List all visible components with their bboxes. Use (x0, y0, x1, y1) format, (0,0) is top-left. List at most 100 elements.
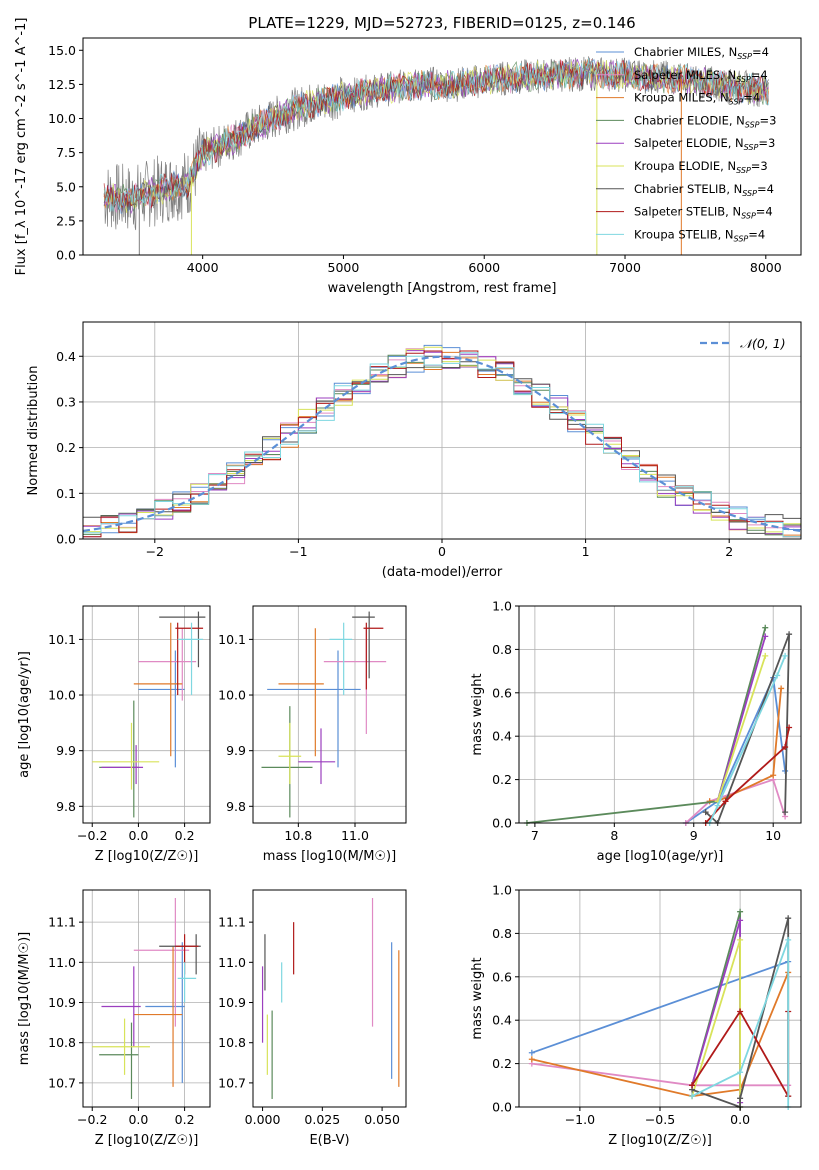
axes-frame (252, 605, 407, 824)
x-tick-label: −0.5 (645, 1112, 675, 1127)
y-tick-label: 10.0 (48, 111, 76, 126)
residuals-panel: −2 −1 0 1 2 0.0 0.1 0.2 0.3 0.4 (data-model)/error… (26, 321, 802, 580)
weight-point-kroupa-stelib (689, 1093, 696, 1100)
weight-point-salpeter-stelib (689, 1082, 696, 1089)
y-tick-label: 0.6 (492, 969, 512, 984)
y-tick-label: 10.1 (48, 632, 76, 647)
y-tick-label: 12.5 (48, 77, 76, 92)
weight-point-salpeter-elodie (737, 917, 744, 924)
weight-line-chabrier-miles (531, 960, 789, 1054)
x-tick-label: 7 (531, 828, 539, 843)
x-tick-label: 2 (725, 544, 733, 559)
x-tick-label: 1 (582, 544, 590, 559)
weight-line-salpeter-stelib (705, 727, 790, 824)
weight-point-kroupa-stelib (737, 1069, 744, 1076)
axes-frame (518, 605, 802, 824)
axes-frame (82, 605, 211, 824)
weight-point-salpeter-elodie (762, 633, 769, 640)
y-tick-label: 9.9 (56, 743, 76, 758)
x-axis-label: Z [log10(Z/Z☉)] (95, 1133, 199, 1148)
weight-point-salpeter-stelib (737, 1008, 744, 1015)
y-tick-label: 1.0 (492, 599, 512, 614)
weight-point-salpeter-stelib (722, 798, 729, 805)
x-axis-label: Z [log10(Z/Z☉)] (95, 849, 199, 864)
x-tick-label: −2 (146, 544, 164, 559)
x-tick-label: 6000 (468, 260, 500, 275)
mass-vs-ebv-panel: 0.000 0.025 0.050 10.7 10.8 10.9 11.0 11.1 E(B-V… (218, 889, 407, 1148)
legend-label-chabrier-miles: Chabrier MILES, NSSP=4 (634, 45, 769, 61)
weight-point-kroupa-miles (528, 1056, 535, 1063)
y-tick-label: 0.3 (56, 394, 76, 409)
legend-label-salpeter-stelib: Salpeter STELIB, NSSP=4 (634, 205, 773, 221)
weight-point-kroupa-elodie (737, 936, 744, 943)
x-axis-label: E(B-V) (309, 1133, 349, 1148)
y-tick-label: 0.8 (492, 926, 512, 941)
weight-point-chabrier-miles (528, 1049, 535, 1056)
weight-point-kroupa-miles (778, 685, 785, 692)
weight-point-kroupa-stelib (785, 936, 792, 943)
x-tick-label: 0.2 (175, 1112, 195, 1127)
y-tick-label: 7.5 (56, 145, 76, 160)
weight-point-kroupa-stelib (774, 672, 781, 679)
y-tick-label: 10.8 (48, 1035, 76, 1050)
spectrum-clip-group (103, 56, 769, 255)
x-tick-label: −1.0 (565, 1112, 595, 1127)
weight-point-chabrier-stelib (782, 809, 789, 816)
y-tick-label: 11.1 (48, 915, 76, 930)
y-axis-label: mass weight (470, 957, 485, 1039)
axes-frame (82, 889, 211, 1108)
model-spectrum-salpeter-stelib (103, 59, 769, 208)
y-axis-label: mass [log10(M/M☉)] (17, 932, 32, 1065)
x-tick-label: 7000 (609, 260, 641, 275)
weight-line-kroupa-elodie (716, 655, 767, 802)
legend-label-chabrier-stelib: Chabrier STELIB, NSSP=4 (634, 182, 774, 198)
legend-gauss-label: 𝒩(0, 1) (740, 336, 786, 351)
x-tick-label: 10.8 (284, 828, 312, 843)
x-tick-label: 5000 (328, 260, 360, 275)
y-tick-label: 2.5 (56, 213, 76, 228)
y-tick-label: 0.4 (492, 1013, 512, 1028)
weight-point-chabrier-stelib (786, 631, 793, 638)
x-tick-label: 8 (610, 828, 618, 843)
y-axis-label: mass weight (470, 673, 485, 755)
y-tick-label: 10.9 (48, 995, 76, 1010)
y-tick-label: 9.8 (56, 799, 76, 814)
x-axis-label: age [log10(age/yr)] (597, 849, 724, 864)
y-tick-label: 0.2 (492, 772, 512, 787)
x-axis-label: mass [log10(M/M☉)] (263, 849, 396, 864)
x-tick-label: 0.0 (730, 1112, 750, 1127)
y-tick-label: 1.0 (492, 883, 512, 898)
y-tick-label: 0.0 (492, 816, 512, 831)
x-tick-label: −0.2 (77, 1112, 107, 1127)
axes-frame (82, 37, 802, 256)
weight-point-chabrier-stelib (702, 809, 709, 816)
y-axis-label: Flux [f_λ 10^-17 erg cm^-2 s^-1 A^-1] (14, 18, 29, 276)
y-tick-label: 15.0 (48, 43, 76, 58)
x-tick-label: −1 (289, 544, 307, 559)
y-tick-label: 0.4 (492, 729, 512, 744)
x-tick-label: 0.050 (364, 1112, 400, 1127)
axes-frame (252, 889, 407, 1108)
y-tick-label: 5.0 (56, 179, 76, 194)
weight-line-kroupa-stelib (691, 939, 790, 1107)
y-tick-label: 9.8 (226, 799, 246, 814)
y-tick-label: 10.9 (218, 995, 246, 1010)
weight-point-kroupa-stelib (714, 802, 721, 809)
weight-line-chabrier-elodie (691, 911, 741, 1107)
y-tick-label: 10.0 (48, 688, 76, 703)
age-vs-mass-panel: 10.8 11.0 9.8 9.9 10.0 10.1 mass [log10(M/M☉)] (218, 605, 407, 864)
age-vs-z-panel: −0.2 0.0 0.2 9.8 9.9 10.0 10.1 Z [log10(Z/Z☉)] a… (17, 605, 211, 864)
y-tick-label: 10.1 (218, 632, 246, 647)
weight-vs-age-panel: 7 8 9 10 0.0 0.2 0.4 0.6 0.8 1.0 age [log10(age/yr… (470, 599, 802, 864)
x-tick-label: 10 (765, 828, 781, 843)
x-tick-label: 0.000 (245, 1112, 281, 1127)
mass-vs-z-panel: −0.2 0.0 0.2 10.7 10.8 10.9 11.0 11.1 Z [log10(Z… (17, 889, 211, 1148)
weight-line-salpeter-miles (685, 778, 786, 824)
legend-label-kroupa-miles: Kroupa MILES, NSSP=4 (634, 91, 760, 107)
model-spectrum-kroupa-stelib (103, 58, 769, 212)
legend-label-salpeter-elodie: Salpeter ELODIE, NSSP=3 (634, 136, 775, 152)
weight-line-chabrier-miles (685, 674, 786, 824)
y-tick-label: 10.7 (218, 1075, 246, 1090)
x-axis-label: (data-model)/error (382, 565, 503, 580)
